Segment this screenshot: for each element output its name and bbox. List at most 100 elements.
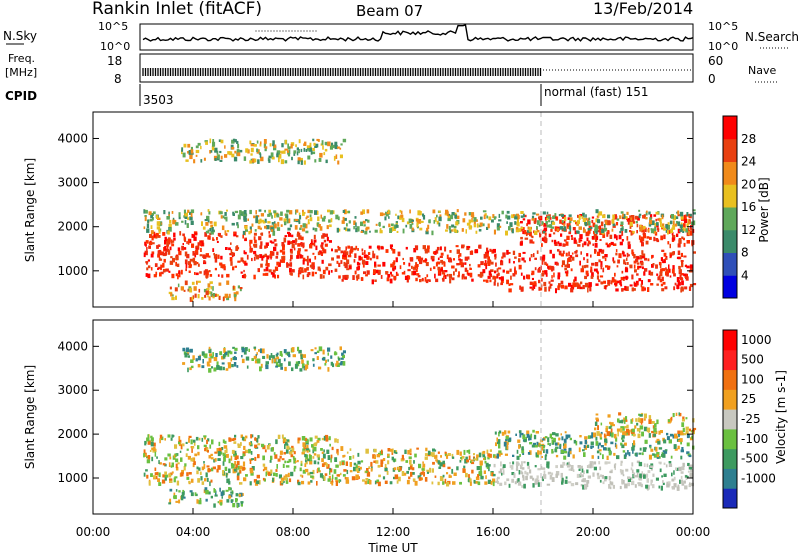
heatmap-cell bbox=[544, 436, 548, 439]
heatmap-cell bbox=[495, 262, 497, 267]
heatmap-cell bbox=[529, 281, 533, 285]
heatmap-cell bbox=[389, 448, 393, 452]
heatmap-cell bbox=[340, 446, 344, 451]
heatmap-cell bbox=[305, 230, 309, 234]
heatmap-cell bbox=[623, 454, 627, 459]
heatmap-cell bbox=[664, 286, 668, 290]
heatmap-cell bbox=[566, 263, 570, 268]
heatmap-cell bbox=[659, 271, 663, 277]
heatmap-cell bbox=[659, 263, 662, 268]
heatmap-cell bbox=[336, 260, 339, 264]
heatmap-cell bbox=[228, 151, 232, 154]
heatmap-cell bbox=[203, 260, 206, 264]
heatmap-cell bbox=[175, 295, 177, 300]
heatmap-cell bbox=[217, 232, 221, 237]
heatmap-cell bbox=[634, 475, 638, 478]
heatmap-cell bbox=[262, 463, 266, 467]
heatmap-cell bbox=[205, 489, 209, 495]
heatmap-cell bbox=[580, 268, 584, 273]
heatmap-cell bbox=[201, 365, 205, 369]
heatmap-cell bbox=[269, 254, 273, 258]
heatmap-cell bbox=[684, 286, 688, 290]
heatmap-cell bbox=[502, 252, 506, 258]
heatmap-cell bbox=[621, 479, 624, 484]
heatmap-cell bbox=[634, 282, 637, 287]
heatmap-cell bbox=[403, 262, 406, 265]
heatmap-cell bbox=[299, 467, 302, 472]
heatmap-cell bbox=[476, 219, 478, 222]
heatmap-cell bbox=[578, 226, 582, 230]
heatmap-cell bbox=[318, 366, 322, 370]
heatmap-cell bbox=[608, 426, 612, 429]
heatmap-cell bbox=[256, 480, 260, 485]
heatmap-cell bbox=[631, 216, 635, 221]
heatmap-cell bbox=[530, 433, 533, 438]
heatmap-cell bbox=[539, 232, 542, 236]
heatmap-cell bbox=[689, 230, 693, 236]
heatmap-cell bbox=[431, 468, 434, 473]
heatmap-cell bbox=[206, 465, 210, 468]
heatmap-cell bbox=[204, 232, 207, 237]
heatmap-cell bbox=[391, 451, 394, 455]
heatmap-cell bbox=[380, 246, 384, 250]
heatmap-cell bbox=[685, 478, 688, 480]
heatmap-cell bbox=[294, 219, 299, 221]
heatmap-cell bbox=[606, 232, 609, 237]
heatmap-cell bbox=[343, 254, 348, 260]
heatmap-cell bbox=[406, 221, 410, 225]
heatmap-cell bbox=[208, 491, 211, 495]
heatmap-cell bbox=[303, 143, 307, 146]
heatmap-cell bbox=[240, 456, 244, 460]
heatmap-cell bbox=[681, 422, 685, 427]
colorbar-frame bbox=[722, 329, 738, 509]
heatmap-cell bbox=[370, 468, 373, 472]
heatmap-cell bbox=[477, 264, 481, 268]
heatmap-cell bbox=[588, 225, 592, 231]
heatmap-cell bbox=[254, 158, 257, 163]
heatmap-cell bbox=[147, 259, 150, 262]
heatmap-cell bbox=[657, 276, 660, 281]
heatmap-cell bbox=[541, 467, 546, 470]
heatmap-cell bbox=[217, 274, 220, 277]
heatmap-cell bbox=[271, 241, 275, 244]
heatmap-cell bbox=[343, 454, 346, 457]
heatmap-cell bbox=[222, 296, 225, 302]
heatmap-cell bbox=[667, 241, 670, 245]
heatmap-cell bbox=[588, 464, 590, 469]
heatmap-cell bbox=[274, 266, 279, 271]
heatmap-cell bbox=[416, 255, 420, 260]
heatmap-cell bbox=[644, 287, 646, 291]
heatmap-cell bbox=[245, 474, 248, 477]
heatmap-cell bbox=[233, 362, 237, 367]
heatmap-cell bbox=[544, 455, 547, 461]
heatmap-cell bbox=[438, 269, 441, 275]
heatmap-cell bbox=[304, 447, 306, 450]
heatmap-cell bbox=[629, 221, 633, 227]
heatmap-cell bbox=[266, 445, 270, 450]
heatmap-cell bbox=[617, 280, 620, 284]
heatmap-cell bbox=[419, 227, 423, 231]
heatmap-cell bbox=[509, 465, 513, 468]
heatmap-cell bbox=[163, 210, 166, 215]
heatmap-cell bbox=[157, 217, 161, 220]
heatmap-cell bbox=[170, 437, 173, 441]
heatmap-cell bbox=[649, 236, 652, 240]
heatmap-cell bbox=[244, 238, 247, 242]
heatmap-cell bbox=[582, 449, 585, 452]
heatmap-cell bbox=[411, 219, 414, 222]
colorbar-segment bbox=[723, 229, 737, 253]
heatmap-cell bbox=[464, 267, 468, 272]
heatmap-cell bbox=[685, 276, 689, 281]
heatmap-cell bbox=[209, 281, 213, 284]
heatmap-cell bbox=[647, 470, 651, 474]
heatmap-cell bbox=[201, 351, 205, 356]
heatmap-cell bbox=[243, 217, 247, 222]
heatmap-cell bbox=[690, 221, 693, 226]
heatmap-cell bbox=[373, 269, 376, 274]
heatmap-cell bbox=[287, 151, 290, 155]
heatmap-cell bbox=[430, 255, 433, 260]
heatmap-cell bbox=[602, 214, 606, 219]
heatmap-cell bbox=[206, 361, 210, 366]
heatmap-cell bbox=[256, 352, 258, 356]
